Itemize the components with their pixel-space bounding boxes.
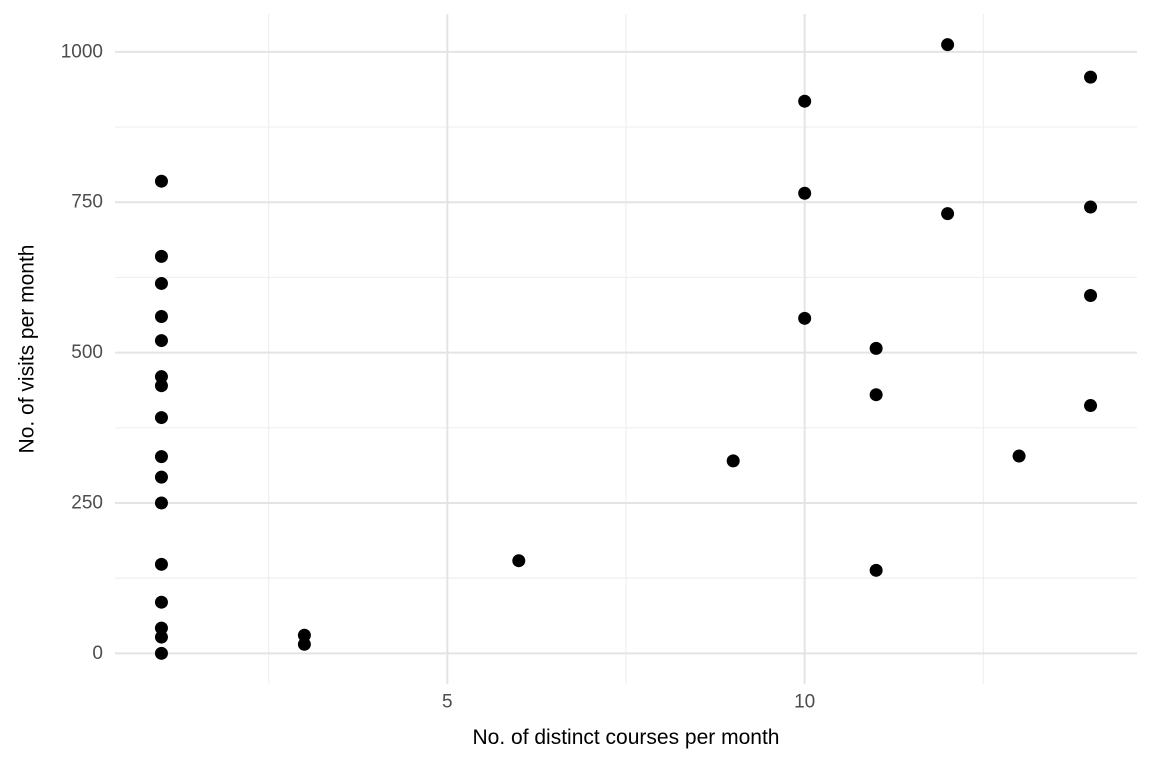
data-point [154,450,168,464]
data-point [154,370,168,384]
x-tick-label: 5 [442,692,453,713]
data-point [798,94,812,108]
data-point [154,496,168,510]
data-point [941,207,955,221]
data-point [154,557,168,571]
data-point [1084,200,1098,214]
data-point [154,310,168,324]
data-point [154,595,168,609]
data-point [512,554,526,568]
data-point [798,311,812,325]
y-tick-label: 500 [71,342,103,363]
data-point [869,388,883,402]
data-point [154,630,168,644]
data-point [1084,288,1098,302]
data-point [941,38,955,52]
data-point [869,341,883,355]
points-layer [154,38,1098,660]
data-point [869,563,883,577]
data-point [1012,449,1026,463]
y-tick-label: 250 [71,492,103,513]
gridlines-major [115,14,1137,684]
axis-tick-labels: 0 250 500 750 1000 5 10 [61,41,816,712]
data-point [154,470,168,484]
data-point [154,411,168,425]
data-point [154,379,168,393]
data-point [154,621,168,635]
data-point [726,454,740,468]
gridlines-minor [115,14,1137,684]
y-tick-label: 0 [92,643,103,664]
y-axis-title: No. of visits per month [15,244,39,454]
data-point [154,334,168,348]
y-tick-label: 750 [71,192,103,213]
x-axis-title: No. of distinct courses per month [472,726,780,749]
data-point [154,276,168,290]
data-point [1084,70,1098,84]
data-point [154,646,168,660]
data-point [154,249,168,263]
data-point [1084,399,1098,413]
y-tick-label: 1000 [61,41,103,62]
x-tick-label: 10 [794,692,815,713]
data-point [297,628,311,642]
data-point [297,637,311,651]
data-point [154,174,168,188]
data-point [798,186,812,200]
